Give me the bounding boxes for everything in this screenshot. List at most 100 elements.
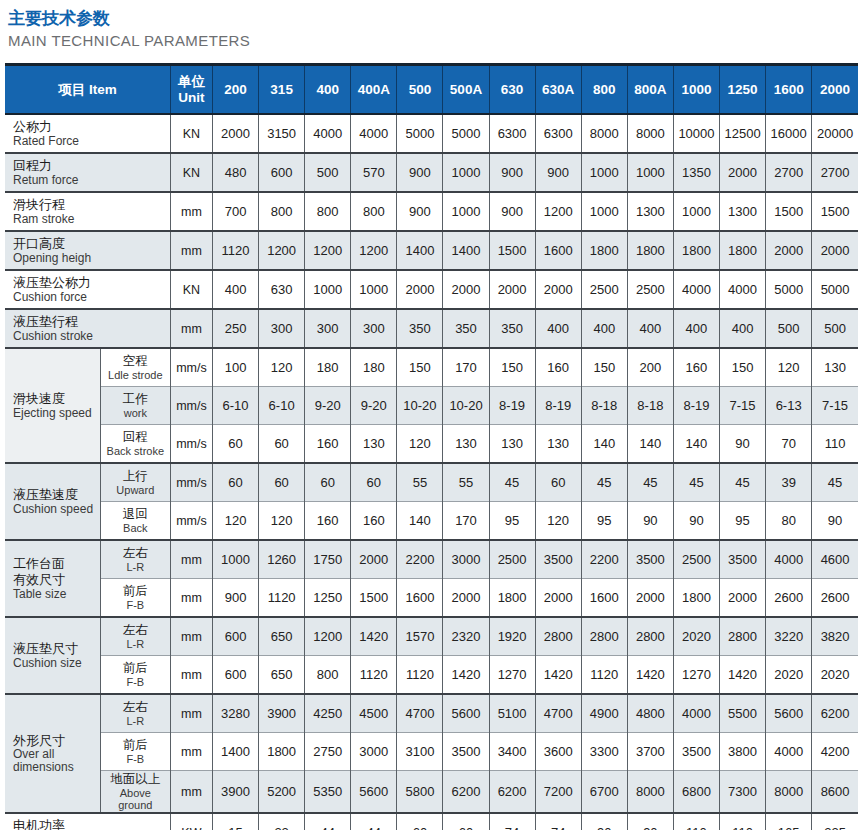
value-cell: 900 xyxy=(397,153,443,192)
value-cell: 225 xyxy=(812,813,858,830)
value-cell: 1270 xyxy=(673,656,719,695)
value-cell: 4600 xyxy=(812,540,858,579)
value-cell: 8-19 xyxy=(535,387,581,425)
value-cell: 150 xyxy=(581,348,627,387)
value-cell: 1200 xyxy=(305,231,351,270)
value-cell: 1200 xyxy=(259,231,305,270)
row-sublabel: 前后F-B xyxy=(100,733,170,771)
value-cell: 160 xyxy=(305,425,351,464)
row-label-en: Cushion size xyxy=(13,657,98,670)
row-sublabel-zh: 退回 xyxy=(103,507,168,522)
row-sublabel-en: F-B xyxy=(103,753,168,765)
value-cell: 1200 xyxy=(351,231,397,270)
row-label-en: Ejecting speed xyxy=(13,407,98,420)
row-label: 液压垫速度Cushion speed xyxy=(5,463,100,540)
value-cell: 570 xyxy=(351,153,397,192)
value-cell: 110 xyxy=(812,425,858,464)
value-cell: 1420 xyxy=(351,617,397,656)
value-cell: 5000 xyxy=(812,270,858,309)
unit-cell: mm xyxy=(170,540,212,579)
value-cell: 90 xyxy=(627,813,673,830)
row-label-zh: 液压垫公称力 xyxy=(13,275,168,291)
value-cell: 8000 xyxy=(627,771,673,814)
value-cell: 1350 xyxy=(673,153,719,192)
value-cell: 100 xyxy=(212,348,258,387)
value-cell: 3280 xyxy=(212,694,258,733)
row-label-zh: 滑块速度 xyxy=(13,391,98,407)
value-cell: 110 xyxy=(673,813,719,830)
table-row: 滑块速度Ejecting speed空程Ldle strodemm/s10012… xyxy=(5,348,858,387)
value-cell: 170 xyxy=(443,348,489,387)
row-label: 工作台面 有效尺寸Table size xyxy=(5,540,100,617)
unit-cell: KN xyxy=(170,114,212,153)
value-cell: 6300 xyxy=(535,114,581,153)
value-cell: 900 xyxy=(489,153,535,192)
value-cell: 1000 xyxy=(627,153,673,192)
value-cell: 5100 xyxy=(489,694,535,733)
value-cell: 1420 xyxy=(535,656,581,695)
column-header-630A: 630A xyxy=(535,65,581,115)
value-cell: 1800 xyxy=(673,579,719,618)
value-cell: 2600 xyxy=(766,579,812,618)
parameters-table: 项目 Item单位 Unit200315400400A500500A630630… xyxy=(5,63,858,830)
value-cell: 4000 xyxy=(305,114,351,153)
value-cell: 60 xyxy=(212,463,258,502)
value-cell: 1800 xyxy=(720,231,766,270)
value-cell: 1300 xyxy=(720,192,766,231)
unit-cell: mm/s xyxy=(170,387,212,425)
value-cell: 74 xyxy=(535,813,581,830)
value-cell: 400 xyxy=(581,309,627,348)
row-label: 电机功率Motor power xyxy=(5,813,170,830)
value-cell: 400 xyxy=(673,309,719,348)
value-cell: 2000 xyxy=(443,579,489,618)
table-row: 前后F-Bmm140018002750300031003500340036003… xyxy=(5,733,858,771)
value-cell: 90 xyxy=(812,502,858,541)
value-cell: 1000 xyxy=(443,192,489,231)
value-cell: 2800 xyxy=(535,617,581,656)
value-cell: 110 xyxy=(720,813,766,830)
value-cell: 1500 xyxy=(489,231,535,270)
value-cell: 150 xyxy=(489,348,535,387)
value-cell: 1120 xyxy=(397,656,443,695)
value-cell: 80 xyxy=(766,502,812,541)
value-cell: 45 xyxy=(627,463,673,502)
value-cell: 500 xyxy=(812,309,858,348)
value-cell: 90 xyxy=(581,813,627,830)
row-label: 液压垫尺寸Cushion size xyxy=(5,617,100,694)
value-cell: 2320 xyxy=(443,617,489,656)
value-cell: 2000 xyxy=(812,231,858,270)
value-cell: 650 xyxy=(259,617,305,656)
value-cell: 120 xyxy=(259,348,305,387)
value-cell: 1420 xyxy=(720,656,766,695)
unit-cell: mm xyxy=(170,733,212,771)
row-sublabel-zh: 回程 xyxy=(103,430,168,445)
value-cell: 7200 xyxy=(535,771,581,814)
value-cell: 60 xyxy=(212,425,258,464)
table-row: 电机功率Motor powerKW15224444606074749090110… xyxy=(5,813,858,830)
value-cell: 10-20 xyxy=(397,387,443,425)
value-cell: 170 xyxy=(443,502,489,541)
value-cell: 160 xyxy=(351,502,397,541)
value-cell: 2000 xyxy=(766,231,812,270)
row-label-en: Over all dimensions xyxy=(13,748,98,774)
value-cell: 130 xyxy=(535,425,581,464)
value-cell: 55 xyxy=(443,463,489,502)
row-label-en: Table size xyxy=(13,588,98,601)
value-cell: 2750 xyxy=(305,733,351,771)
value-cell: 130 xyxy=(351,425,397,464)
value-cell: 6200 xyxy=(489,771,535,814)
value-cell: 140 xyxy=(581,425,627,464)
value-cell: 1260 xyxy=(259,540,305,579)
row-label: 回程力Retum force xyxy=(5,153,170,192)
row-sublabel-en: Back xyxy=(103,522,168,534)
value-cell: 44 xyxy=(305,813,351,830)
value-cell: 140 xyxy=(673,425,719,464)
value-cell: 2700 xyxy=(766,153,812,192)
value-cell: 4000 xyxy=(673,694,719,733)
value-cell: 5000 xyxy=(443,114,489,153)
value-cell: 800 xyxy=(351,192,397,231)
value-cell: 130 xyxy=(489,425,535,464)
value-cell: 5600 xyxy=(443,694,489,733)
value-cell: 3500 xyxy=(443,733,489,771)
row-label-zh: 公称力 xyxy=(13,119,168,135)
